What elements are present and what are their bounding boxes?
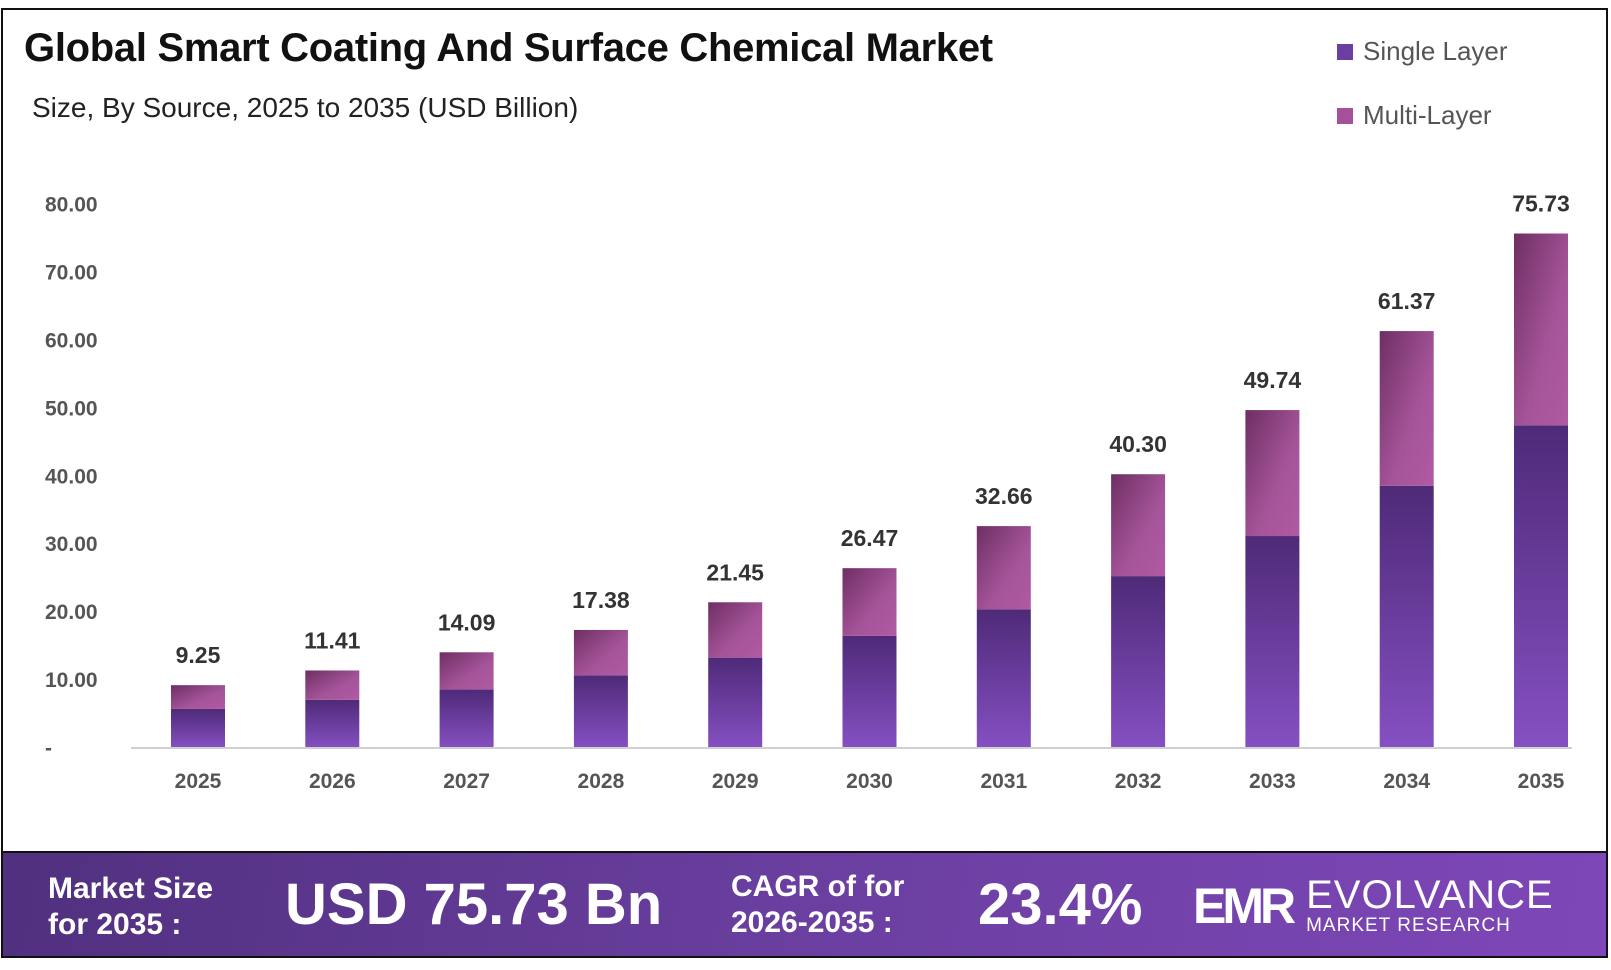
y-tick-label: 40.00 xyxy=(45,465,98,488)
bar-single-layer-2034 xyxy=(1379,485,1434,748)
bar-single-layer-2033 xyxy=(1245,536,1300,748)
bar-single-layer-2028 xyxy=(573,675,628,748)
bar-single-layer-2029 xyxy=(708,657,763,748)
bar-multi-layer-2032 xyxy=(1111,474,1166,577)
bar-multi-layer-2035 xyxy=(1514,233,1568,426)
data-label-2031: 32.66 xyxy=(975,483,1033,509)
y-tick-label: - xyxy=(45,737,52,760)
data-label-2029: 21.45 xyxy=(706,559,764,585)
chart-subtitle: Size, By Source, 2025 to 2035 (USD Billi… xyxy=(32,92,579,123)
market-size-label: Market Size for 2035 : xyxy=(48,871,213,943)
bar-single-layer-2030 xyxy=(842,635,897,748)
cagr-label: CAGR of for 2026-2035 : xyxy=(731,869,904,941)
y-tick-label: 80.00 xyxy=(45,194,98,217)
x-tick-label: 2026 xyxy=(309,770,356,793)
data-label-2025: 9.25 xyxy=(176,642,221,668)
bar-single-layer-2026 xyxy=(305,699,360,748)
x-tick-label: 2025 xyxy=(175,770,222,793)
legend-swatch-multi-layer xyxy=(1337,107,1353,124)
bar-multi-layer-2028 xyxy=(573,629,628,676)
legend-label: Multi-Layer xyxy=(1363,100,1492,130)
bar-multi-layer-2031 xyxy=(976,526,1031,610)
y-tick-label: 20.00 xyxy=(45,601,98,624)
cagr-label-line2: 2026-2035 : xyxy=(731,906,893,939)
logo-subtitle: MARKET RESEARCH xyxy=(1306,915,1511,936)
market-size-label-line1: Market Size xyxy=(48,872,214,905)
logo-name: EVOLVANCE xyxy=(1306,873,1554,917)
legend-item-single-layer: Single Layer xyxy=(1337,36,1508,67)
bar-multi-layer-2025 xyxy=(171,685,225,709)
bar-single-layer-2032 xyxy=(1111,576,1166,748)
y-tick-label: 10.00 xyxy=(45,669,98,692)
evolvance-logo: EMR EVOLVANCE MARKET RESEARCH xyxy=(1193,871,1554,941)
data-label-2034: 61.37 xyxy=(1378,288,1436,314)
bar-single-layer-2027 xyxy=(439,689,494,748)
bar-single-layer-2025 xyxy=(171,708,225,748)
x-tick-label: 2027 xyxy=(443,770,490,793)
legend-swatch-single-layer xyxy=(1337,43,1353,60)
x-tick-label: 2032 xyxy=(1115,770,1162,793)
legend-item-multi-layer: Multi-Layer xyxy=(1337,100,1492,131)
data-label-2033: 49.74 xyxy=(1244,367,1302,393)
cagr-value: 23.4% xyxy=(978,872,1143,937)
data-label-2028: 17.38 xyxy=(572,587,630,613)
data-label-2026: 11.41 xyxy=(304,627,360,653)
y-tick-label: 70.00 xyxy=(45,261,98,284)
data-label-2035: 75.73 xyxy=(1512,191,1570,217)
data-label-2032: 40.30 xyxy=(1109,431,1167,457)
y-tick-label: 50.00 xyxy=(45,397,98,420)
market-size-value: USD 75.73 Bn xyxy=(285,872,663,937)
chart-title: Global Smart Coating And Surface Chemica… xyxy=(24,26,993,70)
bar-multi-layer-2030 xyxy=(842,568,897,636)
summary-banner: Market Size for 2035 : USD 75.73 Bn CAGR… xyxy=(1,851,1608,958)
bar-multi-layer-2026 xyxy=(305,670,360,700)
legend-label: Single Layer xyxy=(1363,36,1508,66)
logo-mark: EMR xyxy=(1193,878,1296,934)
bar-multi-layer-2029 xyxy=(708,602,763,658)
chart-frame xyxy=(1,8,1608,958)
x-tick-label: 2028 xyxy=(578,770,625,793)
bar-chart: - 10.00 20.00 30.00 40.00 50.00 60.00 70.00 80.0… xyxy=(45,191,1572,793)
x-tick-label: 2029 xyxy=(712,770,759,793)
x-tick-label: 2035 xyxy=(1518,770,1565,793)
y-tick-label: 60.00 xyxy=(45,329,98,352)
x-tick-label: 2034 xyxy=(1383,770,1430,793)
x-tick-label: 2031 xyxy=(980,770,1027,793)
bar-multi-layer-2027 xyxy=(439,652,494,690)
x-tick-label: 2030 xyxy=(846,770,893,793)
data-label-2030: 26.47 xyxy=(841,525,899,551)
bar-single-layer-2031 xyxy=(976,609,1031,748)
x-tick-label: 2033 xyxy=(1249,770,1296,793)
data-label-2027: 14.09 xyxy=(438,609,496,635)
bar-single-layer-2035 xyxy=(1514,425,1568,748)
bar-multi-layer-2034 xyxy=(1379,331,1434,486)
market-size-label-line2: for 2035 : xyxy=(48,908,182,941)
y-tick-label: 30.00 xyxy=(45,533,98,556)
cagr-label-line1: CAGR of for xyxy=(731,870,905,903)
bar-multi-layer-2033 xyxy=(1245,410,1300,537)
